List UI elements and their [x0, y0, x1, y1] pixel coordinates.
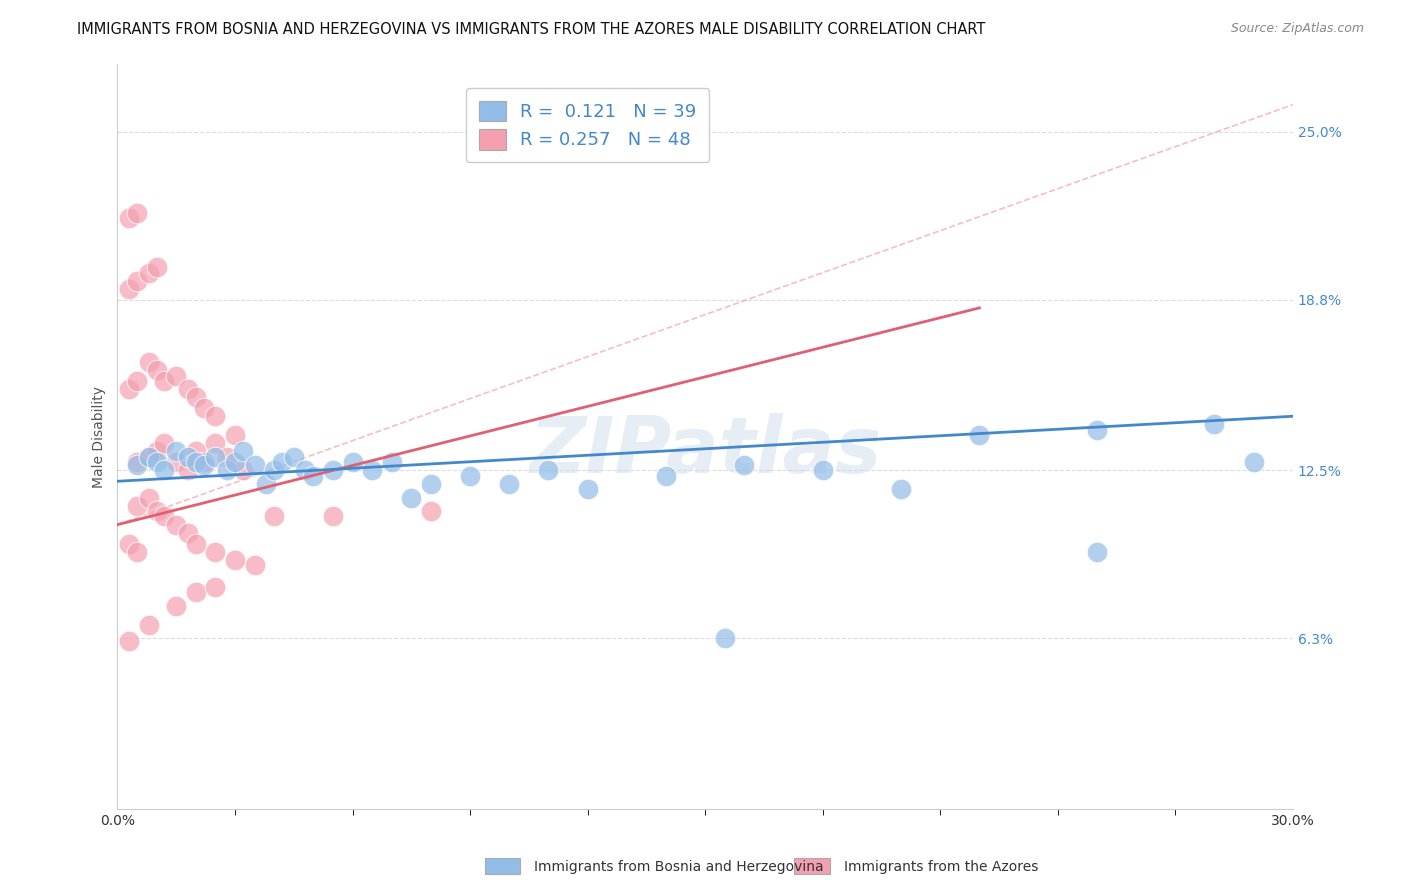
- Point: [401, 491, 423, 505]
- Point: [969, 428, 991, 442]
- Point: [138, 266, 160, 280]
- Point: [184, 444, 207, 458]
- Text: Immigrants from the Azores: Immigrants from the Azores: [844, 860, 1038, 874]
- Point: [138, 450, 160, 464]
- Point: [1204, 417, 1226, 432]
- Point: [733, 458, 755, 472]
- Point: [125, 499, 148, 513]
- Point: [138, 450, 160, 464]
- Point: [361, 463, 384, 477]
- Point: [1085, 423, 1108, 437]
- Point: [204, 580, 226, 594]
- Point: [118, 382, 141, 396]
- Point: [224, 428, 246, 442]
- Point: [322, 509, 344, 524]
- Point: [177, 525, 200, 540]
- Point: [145, 504, 167, 518]
- Point: [125, 458, 148, 472]
- Point: [537, 463, 560, 477]
- Point: [655, 468, 678, 483]
- Point: [204, 545, 226, 559]
- Point: [177, 450, 200, 464]
- Point: [576, 483, 599, 497]
- Point: [138, 491, 160, 505]
- Point: [224, 455, 246, 469]
- Point: [204, 409, 226, 424]
- Point: [811, 463, 834, 477]
- Point: [294, 463, 316, 477]
- Point: [458, 468, 481, 483]
- Point: [125, 374, 148, 388]
- Point: [138, 355, 160, 369]
- Point: [243, 558, 266, 573]
- FancyBboxPatch shape: [794, 858, 830, 874]
- FancyBboxPatch shape: [485, 858, 520, 874]
- Point: [145, 363, 167, 377]
- Point: [118, 282, 141, 296]
- Point: [145, 260, 167, 275]
- Point: [145, 455, 167, 469]
- Point: [271, 455, 294, 469]
- Point: [184, 390, 207, 404]
- Point: [165, 599, 187, 613]
- Point: [125, 455, 148, 469]
- Point: [419, 477, 441, 491]
- Point: [118, 536, 141, 550]
- Point: [322, 463, 344, 477]
- Point: [204, 450, 226, 464]
- Point: [125, 274, 148, 288]
- Point: [138, 618, 160, 632]
- Point: [153, 509, 176, 524]
- Text: IMMIGRANTS FROM BOSNIA AND HERZEGOVINA VS IMMIGRANTS FROM THE AZORES MALE DISABI: IMMIGRANTS FROM BOSNIA AND HERZEGOVINA V…: [77, 22, 986, 37]
- Point: [118, 634, 141, 648]
- Y-axis label: Male Disability: Male Disability: [93, 385, 107, 488]
- Point: [165, 517, 187, 532]
- Point: [890, 483, 912, 497]
- Text: Immigrants from Bosnia and Herzegovina: Immigrants from Bosnia and Herzegovina: [534, 860, 824, 874]
- Point: [1085, 545, 1108, 559]
- Point: [498, 477, 520, 491]
- Point: [224, 553, 246, 567]
- Legend: R =  0.121   N = 39, R = 0.257   N = 48: R = 0.121 N = 39, R = 0.257 N = 48: [465, 88, 709, 162]
- Point: [713, 632, 735, 646]
- Point: [232, 444, 254, 458]
- Point: [243, 458, 266, 472]
- Point: [177, 463, 200, 477]
- Point: [217, 450, 239, 464]
- Point: [342, 455, 364, 469]
- Point: [184, 536, 207, 550]
- Point: [193, 455, 215, 469]
- Point: [302, 468, 325, 483]
- Point: [125, 545, 148, 559]
- Point: [217, 463, 239, 477]
- Point: [204, 436, 226, 450]
- Point: [118, 211, 141, 226]
- Point: [263, 509, 285, 524]
- Point: [145, 444, 167, 458]
- Point: [153, 374, 176, 388]
- Point: [1243, 455, 1265, 469]
- Point: [153, 436, 176, 450]
- Point: [193, 458, 215, 472]
- Point: [184, 585, 207, 599]
- Point: [254, 477, 277, 491]
- Point: [165, 368, 187, 383]
- Point: [125, 206, 148, 220]
- Point: [165, 444, 187, 458]
- Text: ZIPatlas: ZIPatlas: [529, 414, 882, 490]
- Point: [165, 455, 187, 469]
- Text: Source: ZipAtlas.com: Source: ZipAtlas.com: [1230, 22, 1364, 36]
- Point: [283, 450, 305, 464]
- Point: [381, 455, 404, 469]
- Point: [193, 401, 215, 416]
- Point: [419, 504, 441, 518]
- Point: [263, 463, 285, 477]
- Point: [184, 455, 207, 469]
- Point: [177, 382, 200, 396]
- Point: [232, 463, 254, 477]
- Point: [153, 463, 176, 477]
